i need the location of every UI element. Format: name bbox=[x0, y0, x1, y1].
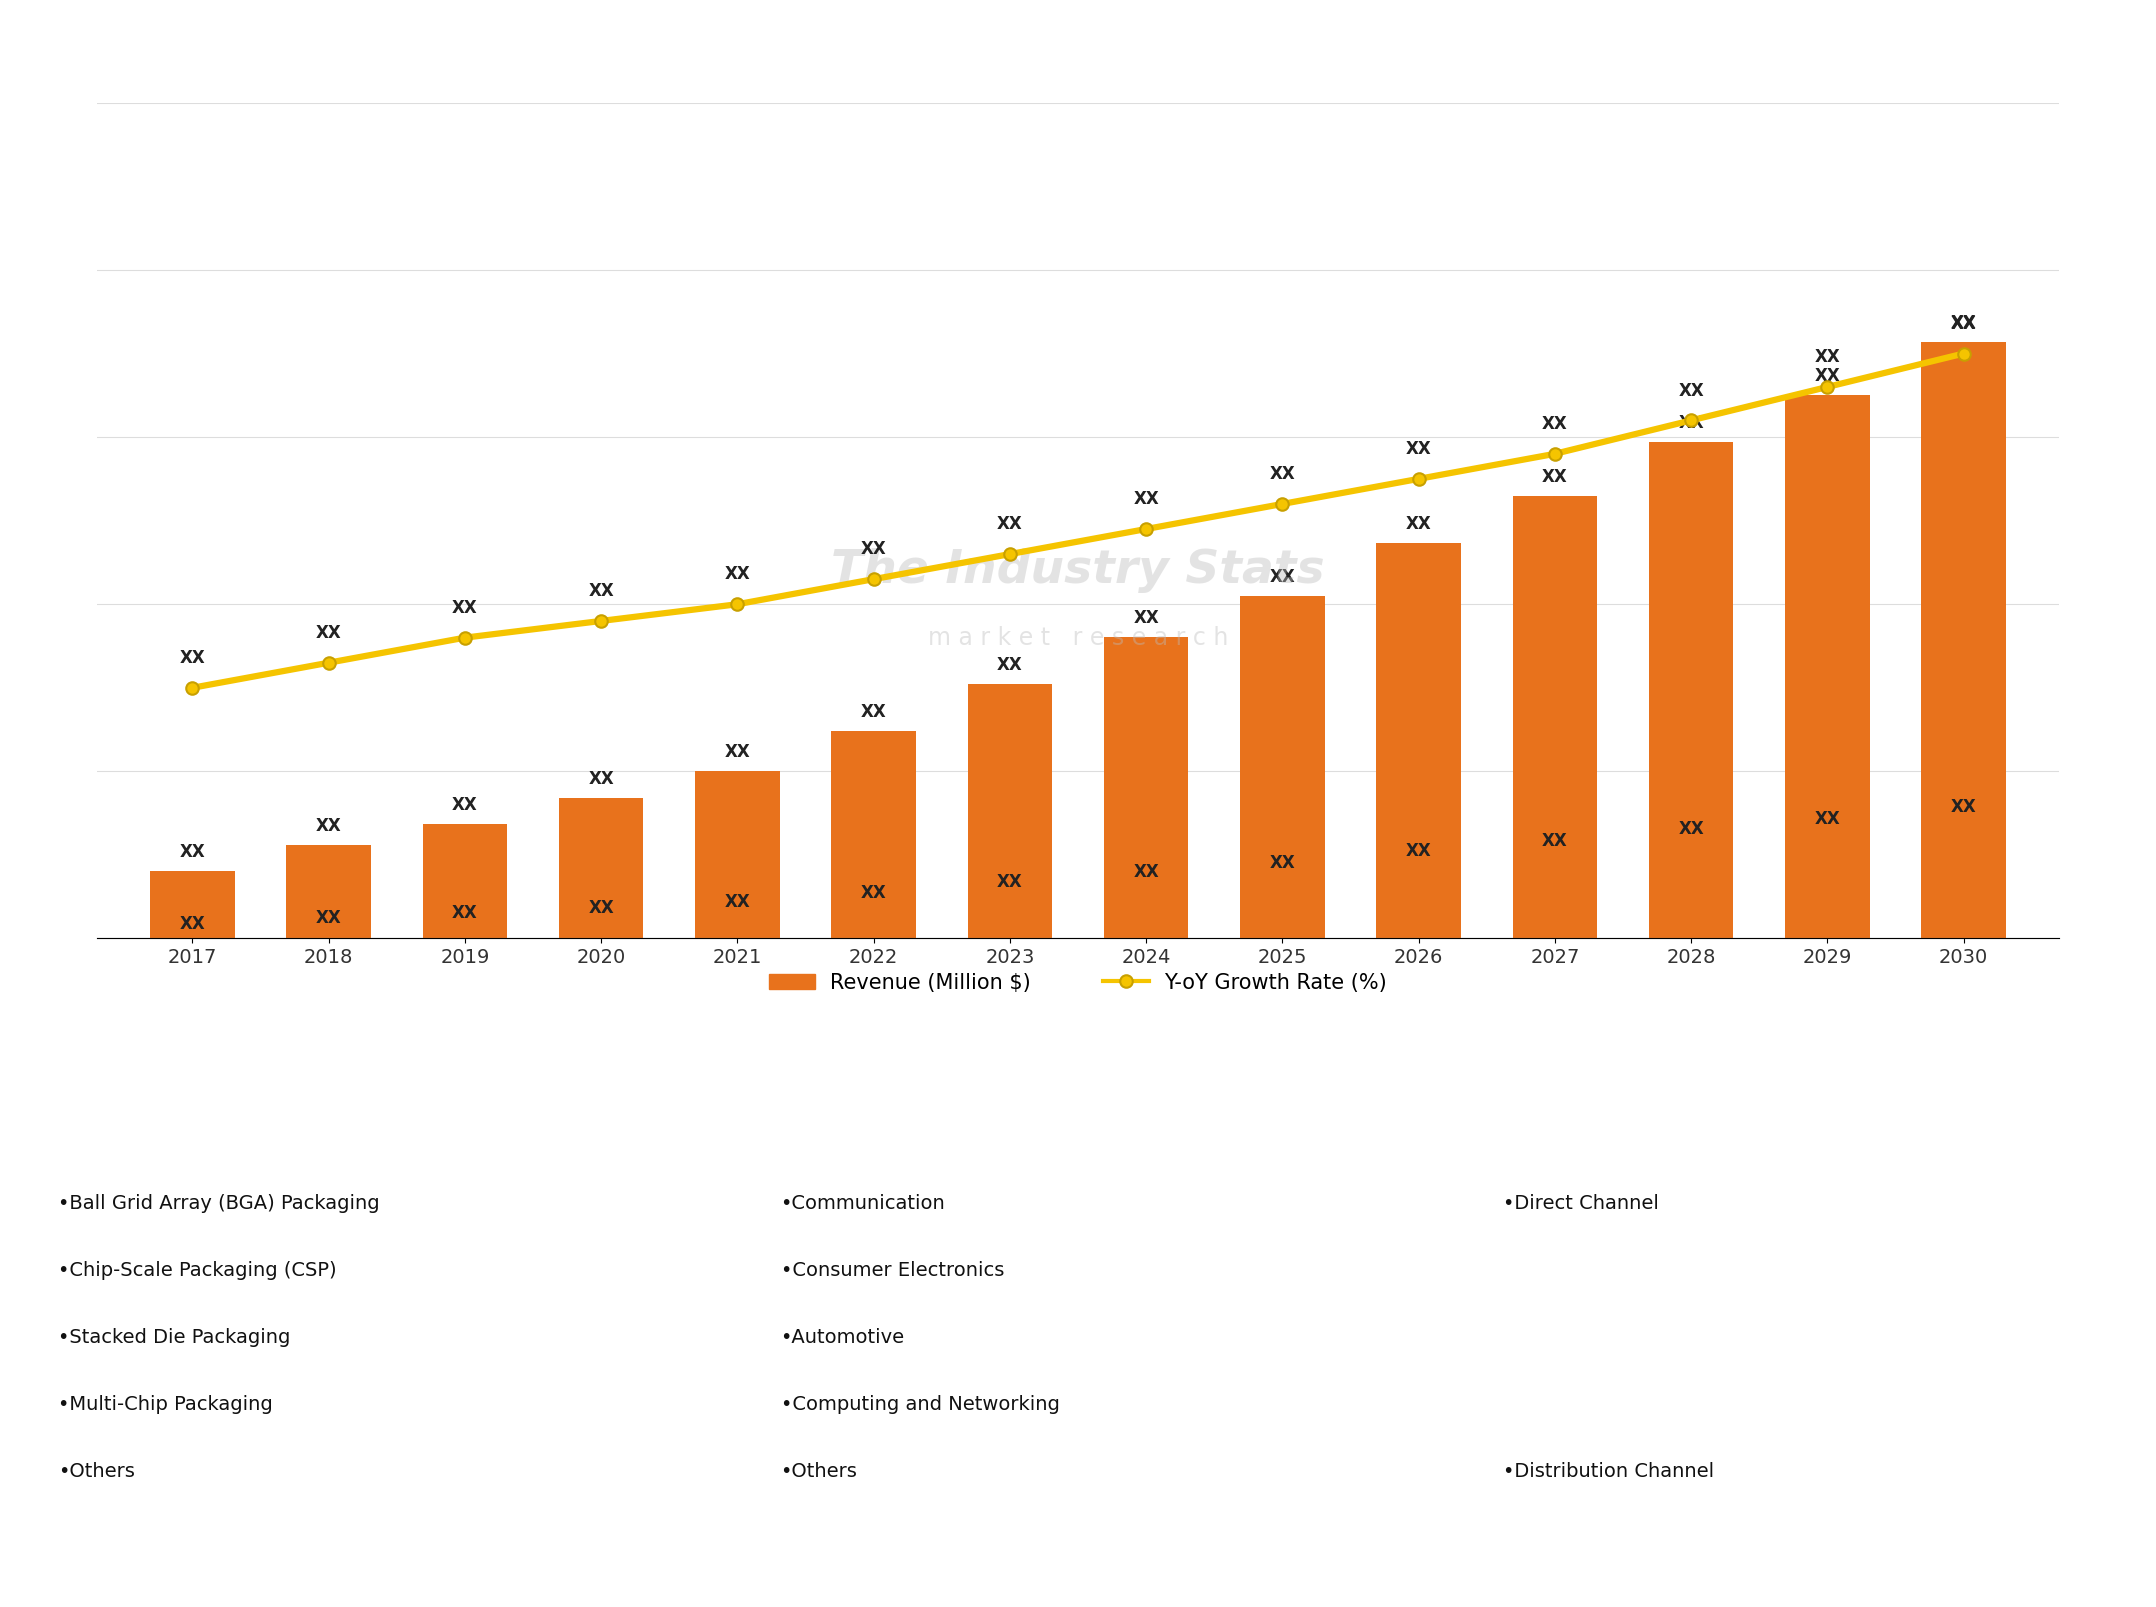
Text: XX: XX bbox=[179, 844, 205, 861]
Text: XX: XX bbox=[1542, 468, 1567, 485]
Text: XX: XX bbox=[860, 702, 886, 720]
Text: The Industry Stats: The Industry Stats bbox=[832, 548, 1324, 593]
Text: •Consumer Electronics: •Consumer Electronics bbox=[780, 1261, 1005, 1279]
Text: XX: XX bbox=[179, 649, 205, 667]
Text: XX: XX bbox=[1951, 799, 1977, 816]
Text: •Others: •Others bbox=[58, 1462, 136, 1480]
Text: XX: XX bbox=[1406, 514, 1432, 534]
Text: Website: www.theindustrystats.com: Website: www.theindustrystats.com bbox=[1749, 1551, 2117, 1570]
Text: Application: Application bbox=[1015, 1104, 1141, 1123]
Text: XX: XX bbox=[1134, 490, 1160, 508]
Text: XX: XX bbox=[315, 624, 341, 641]
Text: •Distribution Channel: •Distribution Channel bbox=[1503, 1462, 1714, 1480]
Legend: Revenue (Million $), Y-oY Growth Rate (%): Revenue (Million $), Y-oY Growth Rate (%… bbox=[761, 964, 1395, 1001]
Bar bbox=[1649, 442, 1733, 938]
Text: m a r k e t   r e s e a r c h: m a r k e t r e s e a r c h bbox=[927, 625, 1229, 649]
Text: XX: XX bbox=[1406, 842, 1432, 860]
Text: XX: XX bbox=[1815, 368, 1841, 386]
Text: XX: XX bbox=[724, 892, 750, 911]
Text: XX: XX bbox=[860, 884, 886, 902]
Text: •Direct Channel: •Direct Channel bbox=[1503, 1194, 1658, 1213]
Text: XX: XX bbox=[1677, 415, 1703, 432]
Text: XX: XX bbox=[453, 905, 479, 922]
Text: Fig. Global Outsourced Semiconductor Assembly and Test (OSAT) Market Status and : Fig. Global Outsourced Semiconductor Ass… bbox=[26, 40, 1550, 69]
Bar bbox=[287, 845, 371, 938]
Text: •Others: •Others bbox=[780, 1462, 858, 1480]
Text: •Automotive: •Automotive bbox=[780, 1327, 906, 1347]
Text: XX: XX bbox=[1677, 381, 1703, 400]
Bar bbox=[1514, 497, 1598, 938]
Text: •Ball Grid Array (BGA) Packaging: •Ball Grid Array (BGA) Packaging bbox=[58, 1194, 379, 1213]
Text: XX: XX bbox=[724, 566, 750, 583]
Text: Product Types: Product Types bbox=[278, 1104, 433, 1123]
Text: XX: XX bbox=[453, 797, 479, 815]
Text: XX: XX bbox=[860, 540, 886, 558]
Text: •Chip-Scale Packaging (CSP): •Chip-Scale Packaging (CSP) bbox=[58, 1261, 336, 1279]
Text: Sales Channels: Sales Channels bbox=[1716, 1104, 1884, 1123]
Text: XX: XX bbox=[1815, 349, 1841, 366]
Bar bbox=[1376, 543, 1462, 938]
Text: XX: XX bbox=[996, 656, 1022, 673]
Bar bbox=[694, 771, 780, 938]
Text: XX: XX bbox=[1677, 820, 1703, 839]
Bar bbox=[558, 797, 642, 938]
Text: XX: XX bbox=[1270, 855, 1296, 873]
Text: XX: XX bbox=[1134, 863, 1160, 881]
Text: Source: Theindustrystats Analysis: Source: Theindustrystats Analysis bbox=[39, 1551, 384, 1570]
Text: •Computing and Networking: •Computing and Networking bbox=[780, 1395, 1059, 1414]
Text: •Multi-Chip Packaging: •Multi-Chip Packaging bbox=[58, 1395, 274, 1414]
Text: XX: XX bbox=[1406, 440, 1432, 458]
Text: XX: XX bbox=[1951, 313, 1977, 331]
Text: XX: XX bbox=[1134, 609, 1160, 627]
Text: •Communication: •Communication bbox=[780, 1194, 944, 1213]
Bar bbox=[832, 731, 916, 938]
Text: XX: XX bbox=[724, 742, 750, 760]
Text: XX: XX bbox=[1951, 315, 1977, 333]
Text: XX: XX bbox=[179, 914, 205, 932]
Text: XX: XX bbox=[589, 582, 614, 599]
Text: Email: sales@theindustrystats.com: Email: sales@theindustrystats.com bbox=[901, 1551, 1255, 1570]
Text: XX: XX bbox=[1270, 569, 1296, 587]
Bar bbox=[151, 871, 235, 938]
Text: XX: XX bbox=[1815, 810, 1841, 828]
Text: XX: XX bbox=[315, 910, 341, 927]
Text: XX: XX bbox=[996, 874, 1022, 892]
Text: XX: XX bbox=[1542, 415, 1567, 432]
Text: XX: XX bbox=[996, 516, 1022, 534]
Text: XX: XX bbox=[1270, 464, 1296, 484]
Text: •Stacked Die Packaging: •Stacked Die Packaging bbox=[58, 1327, 291, 1347]
Text: XX: XX bbox=[1542, 832, 1567, 850]
Text: XX: XX bbox=[453, 599, 479, 617]
Text: XX: XX bbox=[589, 770, 614, 787]
Bar bbox=[1921, 342, 2005, 938]
Bar bbox=[1785, 395, 1869, 938]
Bar bbox=[423, 824, 507, 938]
Bar bbox=[1240, 596, 1324, 938]
Bar bbox=[968, 683, 1052, 938]
Text: XX: XX bbox=[315, 816, 341, 834]
Text: XX: XX bbox=[589, 898, 614, 916]
Bar bbox=[1104, 636, 1188, 938]
